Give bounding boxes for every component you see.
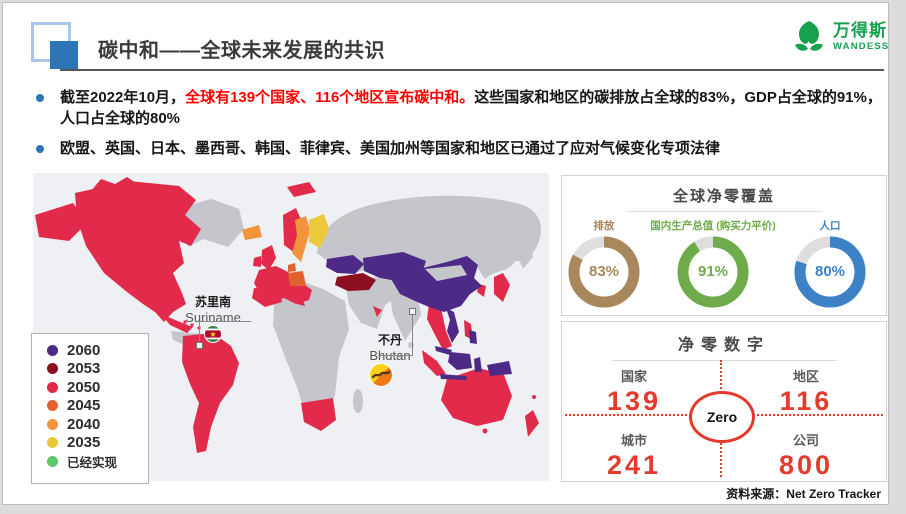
legend-dot-2050 (47, 381, 58, 393)
callout-bhutan: 不丹 Bhutan (360, 331, 420, 363)
legend-label: 2053 (67, 360, 101, 378)
legend-dot-2053 (47, 363, 58, 375)
legend-dot-2040 (47, 418, 58, 430)
donut-emissions-value: 83% (588, 263, 620, 280)
legend-item: 2045 (32, 397, 148, 416)
map-countries-2045 (288, 263, 306, 286)
stat-regions-label: 地区 (792, 369, 819, 384)
map-countries-2035 (309, 214, 329, 248)
bullet-text-2: 欧盟、英国、日本、墨西哥、韩国、菲律宾、美国加州等国家和地区已通过了应对气候变化… (60, 138, 888, 159)
legend-item: 2050 (32, 378, 148, 397)
callout-bhutan-cn: 不丹 (377, 333, 402, 347)
callout-line (199, 321, 251, 322)
bhutan-flag-icon (369, 363, 393, 387)
bullet1-post: 这些国家和地区的碳排放占全球的83%，GDP占全球的91%，人口占全球的80% (60, 89, 882, 127)
donut-population-label: 人口 (819, 220, 841, 232)
legend-label: 已经实现 (67, 455, 118, 470)
donut-emissions: 排放 83% (566, 218, 642, 308)
coverage-title: 全球净零覆盖 (672, 188, 775, 205)
slide: 碳中和——全球未来发展的共识 万得斯 WANDESS 截至2022年10月，全球… (2, 2, 889, 505)
logo-name-en: WANDESS (833, 41, 890, 53)
zero-badge: Zero (689, 391, 755, 443)
logo-text: 万得斯 WANDESS (833, 22, 889, 52)
legend-dot-2045 (47, 400, 58, 412)
title-underline (60, 69, 884, 71)
source-note: 资料来源：Net Zero Tracker (726, 487, 881, 501)
legend-label: 2045 (67, 397, 101, 415)
logo-name-cn: 万得斯 (833, 21, 887, 41)
map-legend: 2060 2053 2050 2045 2040 2035 已经实现 (31, 333, 149, 484)
bullet-dot-icon (36, 145, 44, 153)
coverage-panel: 全球净零覆盖 排放 83% 国内生产总值 (购买力平价) 91% (561, 175, 887, 316)
logo-leaf-icon (795, 21, 823, 51)
stat-regions: 地区 116 (746, 366, 866, 417)
bullet2-text: 欧盟、英国、日本、墨西哥、韩国、菲律宾、美国加州等国家和地区已通过了应对气候变化… (60, 140, 721, 157)
map-countries-2053 (335, 273, 376, 291)
bullet-list: 截至2022年10月，全球有139个国家、116个地区宣布碳中和。这些国家和地区… (31, 87, 889, 168)
callout-marker-suriname (196, 342, 203, 349)
donut-chart-emissions (568, 236, 640, 308)
stat-companies-value: 800 (778, 450, 834, 480)
callout-marker-bhutan (409, 308, 416, 315)
world-map: 2060 2053 2050 2045 2040 2035 已经实现 苏里南 S… (31, 173, 549, 484)
decor-square-fill (50, 41, 78, 69)
legend-label: 2060 (67, 341, 101, 359)
stat-countries-value: 139 (606, 386, 662, 416)
callout-line (199, 321, 200, 343)
page-title: 碳中和——全球未来发展的共识 (98, 40, 385, 62)
bullet1-highlight: 全球有139个国家、116个地区宣布碳中和。 (185, 89, 475, 106)
donut-gdp-value: 91% (697, 263, 729, 280)
map-mongolia (425, 265, 467, 281)
bullet1-pre: 截至2022年10月， (60, 89, 186, 106)
stat-companies: 公司 800 (746, 430, 866, 481)
stat-cities-label: 城市 (620, 433, 647, 448)
stat-companies-label: 公司 (792, 433, 819, 448)
stat-countries-label: 国家 (620, 369, 647, 384)
legend-label: 2040 (67, 415, 101, 433)
stat-countries: 国家 139 (574, 366, 694, 417)
legend-dot-2060 (47, 344, 58, 356)
callout-line (412, 313, 413, 355)
stat-cities: 城市 241 (574, 430, 694, 481)
legend-item: 2040 (32, 415, 148, 434)
legend-item: 2053 (32, 360, 148, 379)
bullet-item-2: 欧盟、英国、日本、墨西哥、韩国、菲律宾、美国加州等国家和地区已通过了应对气候变化… (31, 138, 889, 159)
netzero-panel: 净零数字 国家 139 地区 116 城市 241 公司 800 Zero (561, 321, 887, 482)
legend-item: 已经实现 (32, 452, 148, 471)
legend-item: 2060 (32, 341, 148, 360)
suriname-flag-icon (204, 325, 222, 343)
netzero-title: 净零数字 (677, 337, 770, 354)
legend-label: 2035 (67, 434, 101, 452)
stat-cities-value: 241 (606, 450, 662, 480)
bullet-item-1: 截至2022年10月，全球有139个国家、116个地区宣布碳中和。这些国家和地区… (31, 87, 889, 129)
donut-population-value: 80% (814, 263, 846, 280)
donut-chart-population (794, 236, 866, 308)
map-countries-2040 (242, 216, 310, 262)
donut-population: 人口 80% (792, 218, 868, 308)
donut-chart-gdp (677, 236, 749, 308)
legend-label: 2050 (67, 378, 101, 396)
donut-gdp-label: 国内生产总值 (购买力平价) (650, 220, 776, 232)
netzero-title-rule (611, 360, 837, 361)
donut-emissions-label: 排放 (593, 220, 615, 232)
donut-gdp: 国内生产总值 (购买力平价) 91% (650, 218, 776, 308)
brand-logo: 万得斯 WANDESS (790, 18, 889, 56)
callout-suriname-cn: 苏里南 (194, 295, 231, 309)
callout-line (378, 355, 413, 356)
bullet-dot-icon (36, 94, 44, 102)
legend-dot-achieved (47, 455, 58, 467)
stat-regions-value: 116 (779, 386, 833, 416)
coverage-title-rule (626, 211, 822, 212)
callout-suriname-en: Suriname (185, 310, 241, 325)
legend-item: 2035 (32, 434, 148, 453)
legend-dot-2035 (47, 437, 58, 449)
bullet-text-1: 截至2022年10月，全球有139个国家、116个地区宣布碳中和。这些国家和地区… (60, 87, 888, 129)
map-countries-2050 (35, 177, 539, 453)
